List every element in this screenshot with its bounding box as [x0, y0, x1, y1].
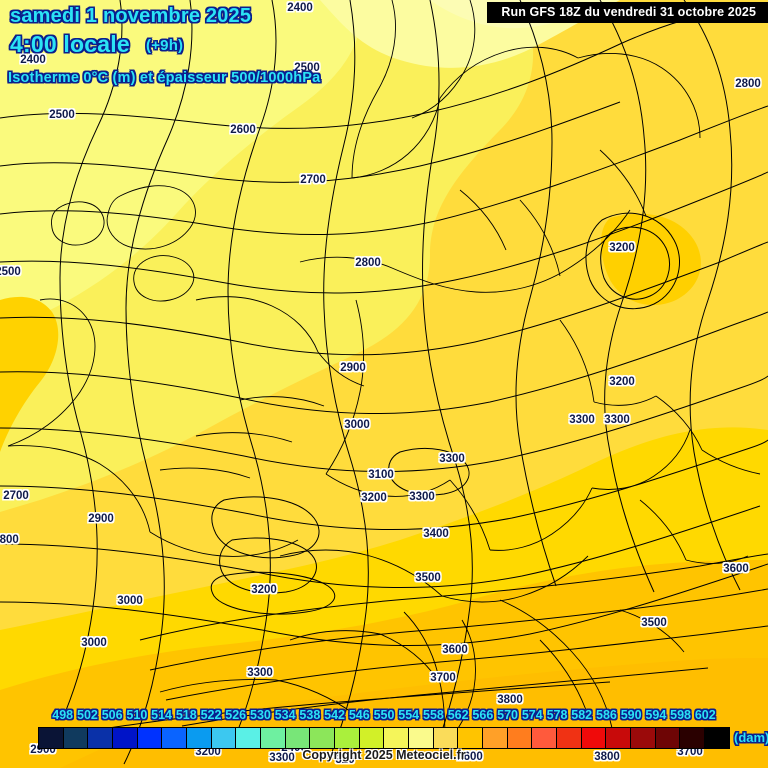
legend-tick-label: 590 [620, 708, 642, 722]
legend-color-cell[interactable] [606, 728, 632, 748]
legend-tick-label: 602 [694, 708, 716, 722]
legend-color-cell[interactable] [310, 728, 336, 748]
legend-tick-label: 586 [595, 708, 617, 722]
legend-color-cell[interactable] [655, 728, 681, 748]
field-band-558 [0, 0, 362, 330]
legend-tick-label: 598 [670, 708, 691, 722]
legend-tick-label: 530 [249, 708, 271, 722]
legend-color-cell[interactable] [507, 728, 533, 748]
legend-color-cell[interactable] [705, 728, 729, 748]
field-band-gold-w [0, 296, 59, 452]
legend-tick-label: 522 [200, 708, 222, 722]
legend-color-cell[interactable] [680, 728, 706, 748]
legend-color-cell[interactable] [236, 728, 262, 748]
legend-color-cell[interactable] [285, 728, 311, 748]
legend-tick-label: 542 [324, 708, 345, 722]
legend-tick-label: 538 [299, 708, 321, 722]
legend-tick-label: 514 [151, 708, 172, 722]
legend-tick-label: 554 [398, 708, 420, 722]
legend-tick-label: 594 [645, 708, 667, 722]
legend-color-cell[interactable] [335, 728, 360, 748]
legend-tick-label: 506 [101, 708, 123, 722]
model-run-banner: Run GFS 18Z du vendredi 31 octobre 2025 [487, 2, 768, 23]
legend-tick-label: 550 [373, 708, 395, 722]
legend-color-cell[interactable] [261, 728, 286, 748]
legend-tick-label: 566 [472, 708, 494, 722]
legend-tick-label: 498 [52, 708, 74, 722]
forecast-date-label: samedi 1 novembre 2025 [10, 5, 252, 27]
legend-tick-labels: 498 502 506 510 514 518 522 526 530 534 538 542 546 5… [0, 708, 768, 725]
legend-color-cell[interactable] [433, 728, 459, 748]
legend-color-cell[interactable] [483, 728, 508, 748]
legend-color-cell[interactable] [359, 728, 385, 748]
legend-color-cell[interactable] [137, 728, 163, 748]
legend-color-cell[interactable] [631, 728, 656, 748]
legend-tick-label: 570 [497, 708, 518, 722]
legend-tick-label: 502 [76, 708, 98, 722]
legend-color-cell[interactable] [581, 728, 607, 748]
legend-color-cell[interactable] [39, 728, 64, 748]
legend-color-cell[interactable] [63, 728, 89, 748]
legend-color-cell[interactable] [211, 728, 237, 748]
legend-color-cell[interactable] [88, 728, 114, 748]
legend-tick-label: 510 [126, 708, 148, 722]
legend-color-cell[interactable] [113, 728, 138, 748]
legend-tick-label: 558 [422, 708, 444, 722]
legend-color-cell[interactable] [409, 728, 434, 748]
legend-tick-label: 526 [225, 708, 247, 722]
forecast-hour-label: 4:00 locale [10, 31, 130, 57]
parameter-label: Isotherme 0°C (m) et épaisseur 500/1000h… [8, 70, 321, 86]
field-band-gold-ne [600, 213, 701, 306]
legend-tick-label: 546 [348, 708, 370, 722]
color-scale-legend[interactable]: 498 502 506 510 514 518 522 526 530 534 538 542 546 5… [0, 706, 768, 768]
legend-tick-label: 582 [571, 708, 593, 722]
legend-color-cell[interactable] [162, 728, 188, 748]
legend-tick-label: 534 [274, 708, 296, 722]
legend-tick-label: 518 [175, 708, 197, 722]
legend-color-bar[interactable] [38, 727, 730, 749]
legend-color-cell[interactable] [557, 728, 582, 748]
copyright-label: Copyright 2025 Meteociel.fr [302, 748, 466, 762]
legend-color-cell[interactable] [384, 728, 410, 748]
legend-color-cell[interactable] [532, 728, 558, 748]
legend-unit-label: (dam) [734, 730, 768, 745]
legend-tick-label: 578 [546, 708, 568, 722]
coastlines-and-borders [7, 0, 761, 745]
legend-color-cell[interactable] [458, 728, 484, 748]
forecast-offset-label: (+9h) [146, 37, 184, 54]
legend-tick-label: 562 [447, 708, 469, 722]
legend-tick-label: 574 [521, 708, 543, 722]
legend-color-cell[interactable] [187, 728, 212, 748]
